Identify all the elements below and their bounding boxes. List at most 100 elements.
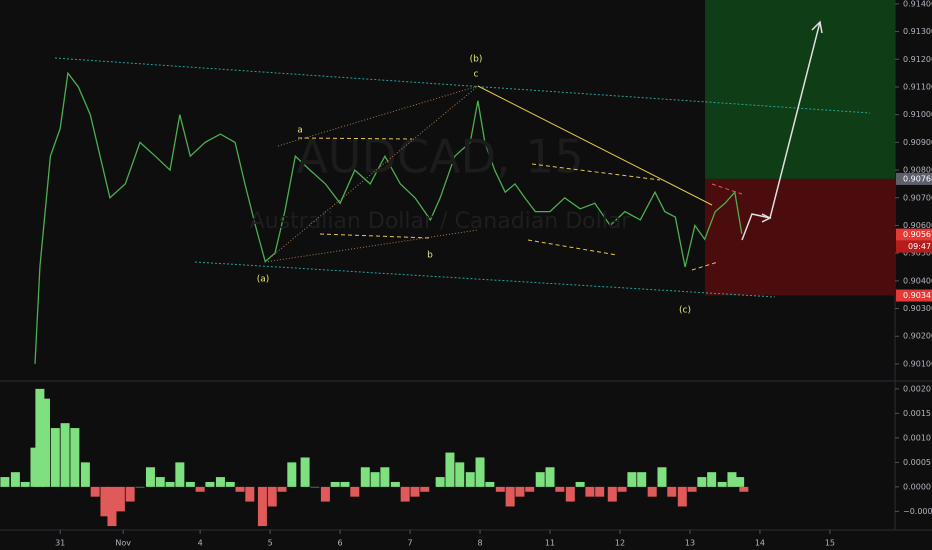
channel-upper	[54, 57, 871, 114]
oscillator-bar	[277, 486, 287, 492]
wave-label: b	[427, 251, 433, 261]
oscillator-bar	[727, 472, 737, 487]
wave-label: c	[474, 70, 479, 80]
oscillator-bar	[370, 472, 380, 487]
oscillator-bar	[287, 462, 297, 487]
y-tick-label: 0.0000	[903, 482, 931, 491]
oscillator-bar	[20, 481, 30, 487]
oscillator-bar	[697, 477, 707, 487]
oscillator-bar	[267, 486, 277, 507]
oscillator-bar	[90, 486, 100, 497]
oscillator-bar	[115, 486, 125, 512]
oscillator-bar	[575, 481, 585, 487]
x-tick-label: 14	[755, 539, 765, 548]
oscillator-bar	[717, 481, 727, 487]
price-line	[34, 71, 743, 364]
oscillator-bar	[165, 481, 175, 487]
x-tick-label: 4	[198, 539, 203, 548]
wave-line	[264, 85, 479, 263]
wave-line	[277, 85, 479, 147]
oscillator-bar	[707, 472, 717, 487]
oscillator-bar	[100, 486, 110, 517]
oscillator-bar	[30, 447, 40, 487]
x-tick-label: 5	[268, 539, 273, 548]
oscillator-bar	[50, 428, 60, 487]
oscillator-bar	[410, 486, 420, 497]
price-marker-label: 0.90567	[903, 230, 932, 239]
price-marker	[896, 228, 932, 241]
oscillator-bar	[125, 486, 135, 502]
x-tick-label: 12	[615, 539, 625, 548]
oscillator-bar	[420, 486, 430, 492]
oscillator-bar	[330, 481, 340, 487]
y-tick-label: 0.0020	[903, 384, 931, 393]
oscillator-bar	[205, 481, 215, 487]
y-tick-label: 0.0015	[903, 409, 931, 418]
x-tick-label: 6	[338, 539, 343, 548]
oscillator-bar	[607, 486, 617, 502]
oscillator-bar	[10, 472, 20, 487]
oscillator-bar	[300, 457, 310, 487]
oscillator-bar	[739, 486, 749, 492]
oscillator-bar	[677, 486, 687, 507]
wave-label: (c)	[679, 306, 691, 316]
oscillator-bar	[515, 486, 525, 497]
oscillator-bar	[390, 481, 400, 487]
x-tick-label: 15	[825, 539, 835, 548]
oscillator-bar	[340, 481, 350, 487]
oscillator-bar	[215, 477, 225, 487]
oscillator-bar	[175, 462, 185, 487]
triangle-line	[319, 233, 431, 239]
wave-label: a	[297, 126, 303, 136]
oscillator-bar	[195, 486, 205, 492]
flag-line	[527, 239, 618, 256]
arrow-head	[761, 213, 772, 223]
oscillator-bar	[545, 467, 555, 487]
watermark-description: Australian Dollar / Canadian Dollar	[250, 209, 632, 234]
oscillator-bar	[505, 486, 515, 507]
price-marker-label: 0.90347	[903, 291, 932, 300]
oscillator-bar	[350, 486, 360, 497]
oscillator-bar	[585, 486, 595, 497]
wave-label: (b)	[470, 55, 483, 65]
flag-line	[531, 163, 661, 181]
flag-line	[691, 261, 719, 271]
y-tick-label: −0.0005	[903, 507, 932, 516]
oscillator-bar	[60, 423, 70, 487]
oscillator-bar	[400, 486, 410, 502]
oscillator-bar	[155, 477, 165, 487]
oscillator-bar	[647, 486, 657, 497]
target-zone	[705, 0, 895, 179]
x-tick-label: Nov	[115, 539, 131, 548]
countdown-label: 09:47	[908, 242, 931, 251]
arrow-head	[811, 20, 823, 34]
wave-label: (a)	[257, 275, 270, 285]
oscillator-bar	[70, 428, 80, 487]
stop-zone	[705, 178, 895, 296]
oscillator-bar	[687, 486, 697, 492]
triangle-line	[297, 137, 413, 140]
oscillator-bar	[320, 486, 330, 502]
oscillator-bar	[565, 486, 575, 502]
oscillator-bar	[145, 467, 155, 487]
oscillator-bar	[657, 467, 667, 487]
x-tick-label: 11	[545, 539, 555, 548]
wave-line	[477, 85, 713, 206]
oscillator-bar	[185, 481, 195, 487]
oscillator-bar	[555, 486, 565, 492]
y-tick-label: 0.0005	[903, 458, 931, 467]
oscillator-bar	[40, 398, 50, 487]
oscillator-bar	[360, 467, 370, 487]
price-marker-label: 0.90768	[903, 174, 932, 183]
oscillator-bar	[445, 452, 455, 487]
oscillator-bar	[35, 388, 45, 487]
